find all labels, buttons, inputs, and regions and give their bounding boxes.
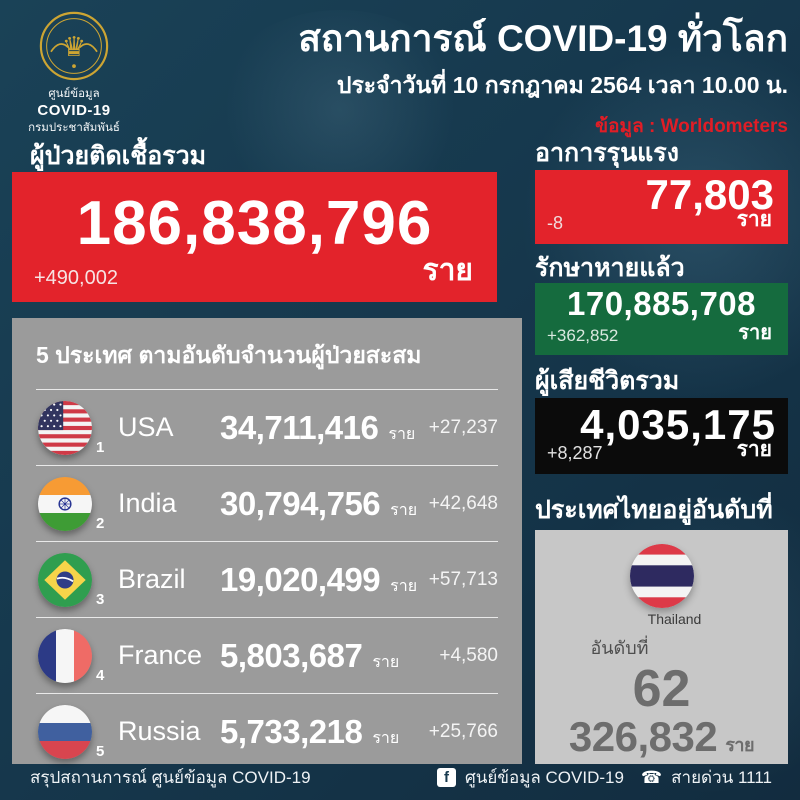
thailand-cases-unit: ราย: [725, 735, 755, 755]
flag-holder: 2: [36, 476, 118, 532]
severe-delta: -8: [547, 213, 564, 233]
flag-thailand-icon: [629, 544, 694, 608]
severe-value: 77,803: [645, 171, 774, 218]
logo-text-dept: กรมประชาสัมพันธ์: [28, 121, 120, 134]
top-countries-panel: 5 ประเทศ ตามอันดับจำนวนผู้ป่วยสะสม: [12, 318, 522, 764]
country-cases: 5,733,218: [220, 712, 363, 750]
flag-holder: 4: [36, 628, 118, 684]
thailand-box: Thailand อันดับที่ 62 326,832 ราย: [535, 530, 788, 764]
country-name: India: [118, 488, 177, 518]
severe-label: อาการรุนแรง: [535, 139, 679, 167]
country-row-russia: 5 Russia 5,733,218 ราย +25,766: [36, 694, 498, 769]
country-name: Russia: [118, 716, 201, 746]
flag-holder: 1: [36, 400, 118, 456]
country-name: France: [118, 640, 203, 670]
total-cases-delta: +490,002: [34, 267, 118, 289]
thailand-cases-value: 326,832: [568, 713, 718, 760]
country-row-brazil: 3 Brazil 19,020,499 ราย +57,713: [36, 542, 498, 617]
logo-text-covid: COVID-19: [37, 101, 111, 119]
flag-brazil-icon: [38, 552, 92, 607]
agency-logo: ♛ ศูนย์ข้อมูล COVID-19 กรมประชาสัมพันธ์: [16, 10, 132, 136]
country-cases: 34,711,416: [220, 408, 379, 446]
total-cases-box: 186,838,796 +490,002 ราย: [12, 172, 497, 302]
recovered-box: 170,885,708 +362,852 ราย: [535, 283, 788, 355]
prd-emblem-icon: ♛: [39, 11, 109, 81]
total-cases-unit: ราย: [422, 254, 473, 287]
total-cases-value: 186,838,796: [76, 189, 433, 258]
thailand-flag-caption: Thailand: [647, 611, 702, 627]
flag-russia-icon: [38, 704, 92, 759]
severe-unit: ราย: [736, 208, 772, 231]
country-row-usa: 1 USA 34,711,416 ราย +27,237: [36, 390, 498, 465]
logo-text-top: ศูนย์ข้อมูล: [48, 88, 100, 100]
severe-box: 77,803 ราย -8: [535, 170, 788, 244]
row-divider: [36, 617, 498, 618]
footer-facebook-label: ศูนย์ข้อมูล COVID-19: [464, 768, 624, 787]
country-unit: ราย: [372, 730, 400, 747]
row-divider: [36, 693, 498, 694]
header-date: ประจำวันที่ 10 กรกฎาคม 2564 เวลา 10.00 น…: [336, 71, 788, 98]
svg-text:♛: ♛: [62, 31, 87, 62]
row-divider: [36, 541, 498, 542]
page-title: สถานการณ์ COVID-19 ทั่วโลก: [298, 18, 788, 59]
country-delta: +27,237: [428, 416, 498, 438]
footer-summary: สรุปสถานการณ์ ศูนย์ข้อมูล COVID-19: [30, 768, 311, 787]
country-delta: +42,648: [428, 492, 498, 514]
deaths-delta: +8,287: [547, 443, 603, 463]
total-cases-label: ผู้ป่วยติดเชื้อรวม: [30, 142, 207, 170]
country-rank: 3: [96, 590, 105, 608]
phone-icon: [641, 768, 662, 788]
country-unit: ราย: [390, 578, 418, 595]
recovered-unit: ราย: [738, 322, 772, 344]
recovered-label: รักษาหายแล้ว: [535, 254, 685, 282]
flag-india-icon: [38, 476, 92, 531]
country-row-india: 2 India 30,794,756 ราย +42,648: [36, 466, 498, 541]
country-cases: 5,803,687: [220, 636, 363, 674]
country-rank: 4: [96, 666, 105, 684]
row-divider: [36, 389, 498, 390]
country-name: Brazil: [118, 564, 186, 594]
country-delta: +57,713: [428, 568, 498, 590]
country-cases: 19,020,499: [220, 560, 381, 598]
facebook-icon: [436, 768, 456, 787]
data-source-label: ข้อมูล : Worldometers: [595, 115, 788, 137]
flag-holder: 5: [36, 704, 118, 760]
flag-holder: 3: [36, 552, 118, 608]
footer-contacts: ศูนย์ข้อมูล COVID-19 สายด่วน 1111: [436, 764, 772, 791]
country-unit: ราย: [390, 502, 418, 519]
thailand-rank-value: 62: [632, 660, 691, 718]
recovered-value: 170,885,708: [566, 285, 756, 322]
thailand-cases: 326,832 ราย: [535, 713, 788, 760]
country-unit: ราย: [388, 426, 416, 443]
deaths-value: 4,035,175: [580, 401, 776, 448]
country-rank: 2: [96, 514, 105, 532]
country-delta: +4,580: [439, 644, 498, 666]
country-rank: 1: [96, 438, 105, 456]
header: สถานการณ์ COVID-19 ทั่วโลก ประจำวันที่ 1…: [138, 18, 788, 141]
country-delta: +25,766: [428, 720, 498, 742]
country-name: USA: [118, 412, 174, 442]
country-row-france: 4 France 5,803,687 ราย +4,580: [36, 618, 498, 693]
country-rank: 5: [96, 742, 105, 760]
deaths-unit: ราย: [736, 438, 772, 461]
top-countries-title: 5 ประเทศ ตามอันดับจำนวนผู้ป่วยสะสม: [36, 342, 422, 368]
row-divider: [36, 465, 498, 466]
thailand-rank-label: อันดับที่: [590, 638, 649, 658]
flag-usa-icon: [38, 400, 92, 455]
flag-france-icon: [38, 628, 92, 683]
recovered-delta: +362,852: [547, 326, 619, 345]
deaths-label: ผู้เสียชีวิตรวม: [535, 367, 680, 395]
country-cases: 30,794,756: [220, 484, 381, 522]
deaths-box: 4,035,175 +8,287 ราย: [535, 398, 788, 474]
thailand-label: ประเทศไทยอยู่อันดับที่: [535, 496, 773, 524]
footer-hotline-label: สายด่วน 1111: [671, 768, 772, 787]
country-unit: ราย: [372, 654, 400, 671]
